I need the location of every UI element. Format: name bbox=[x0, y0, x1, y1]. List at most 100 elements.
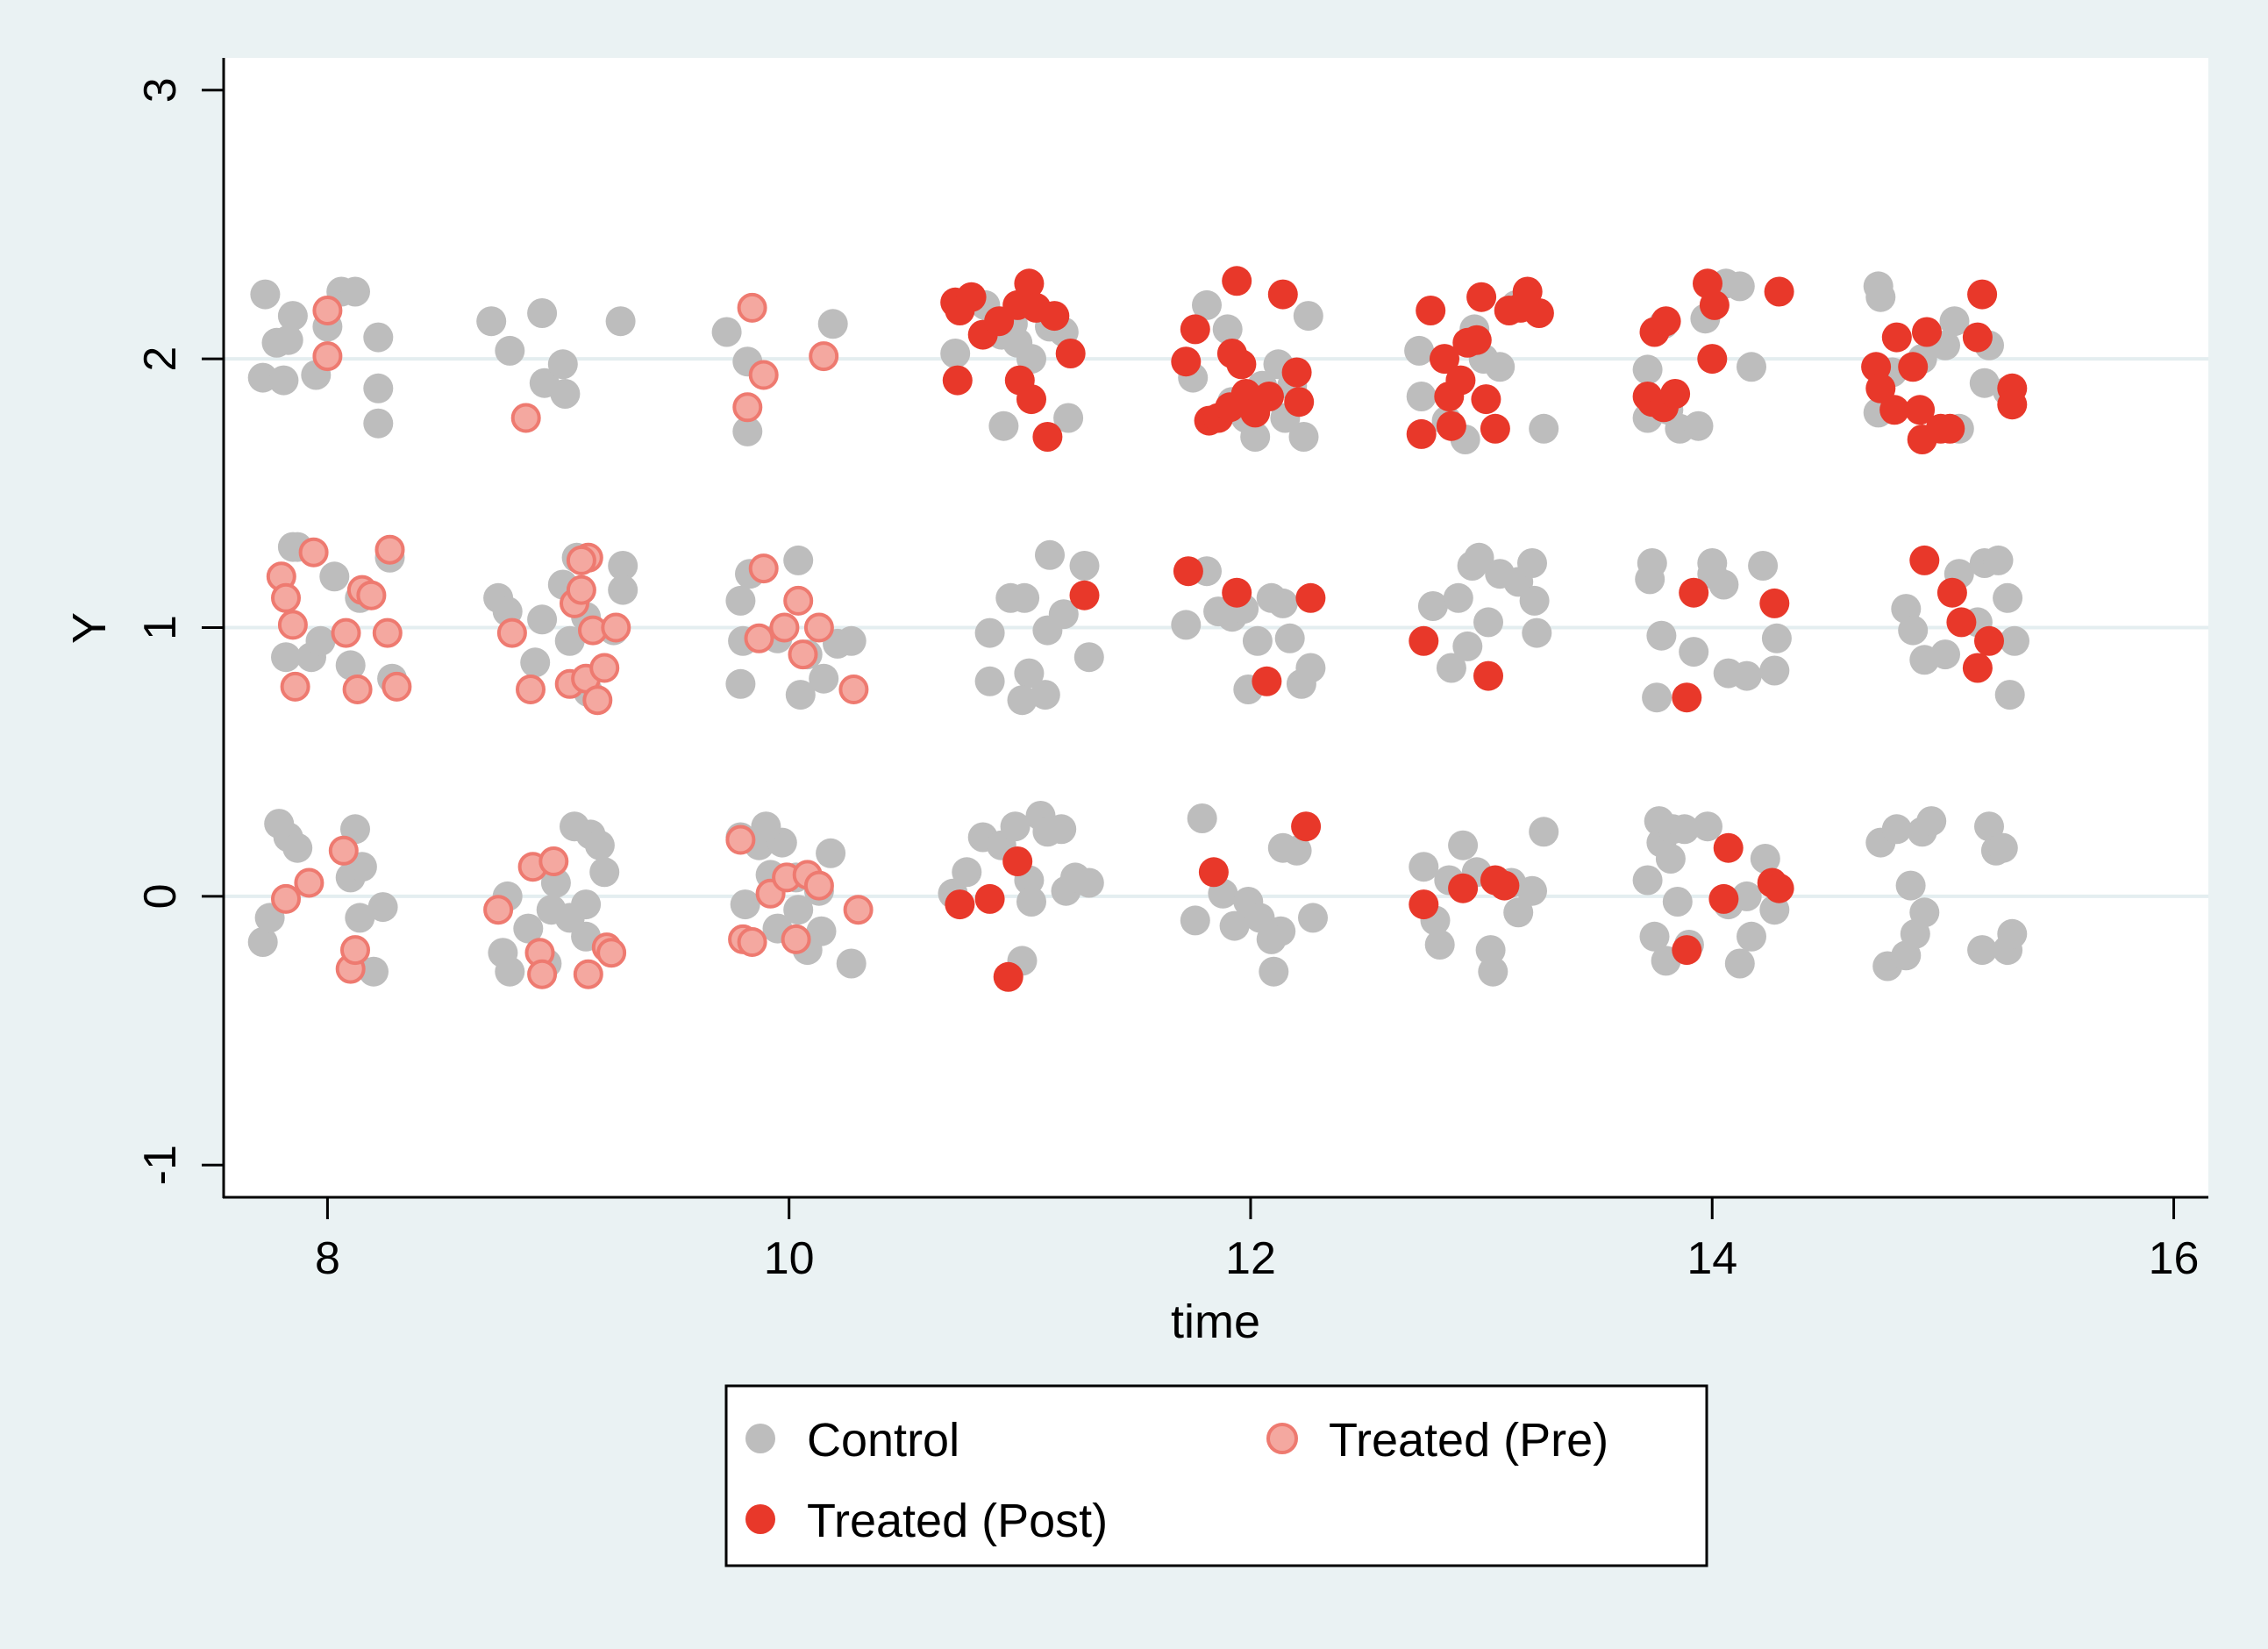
point-treated-pre bbox=[382, 671, 412, 702]
point-control bbox=[1406, 382, 1437, 411]
point-control bbox=[1073, 642, 1104, 673]
point-control bbox=[1436, 653, 1466, 683]
y-tick-label: 3 bbox=[135, 77, 186, 103]
point-treated-pre bbox=[340, 935, 370, 966]
point-control bbox=[495, 956, 525, 987]
point-control bbox=[1731, 660, 1762, 691]
point-control bbox=[1987, 832, 2018, 863]
point-treated-pre bbox=[573, 959, 603, 989]
point-treated-post bbox=[1905, 395, 1936, 425]
point-treated-post bbox=[1912, 317, 1942, 347]
point-control bbox=[1259, 956, 1289, 987]
x-tick-label: 12 bbox=[1225, 1233, 1276, 1284]
point-treated-pre bbox=[483, 895, 514, 925]
point-control bbox=[1053, 403, 1084, 433]
legend-label-treated-post: Treated (Post) bbox=[807, 1495, 1108, 1547]
y-tick-label: 2 bbox=[135, 346, 186, 372]
point-control bbox=[340, 276, 370, 307]
point-control bbox=[836, 625, 867, 656]
point-treated-pre bbox=[838, 675, 869, 704]
point-control bbox=[1909, 897, 1940, 928]
point-treated-post bbox=[1014, 268, 1045, 299]
point-control bbox=[1895, 870, 1926, 901]
point-treated-pre bbox=[277, 610, 308, 640]
point-treated-post bbox=[1672, 682, 1702, 713]
point-treated-post bbox=[1480, 413, 1510, 444]
point-treated-post bbox=[1430, 344, 1459, 375]
point-treated-post bbox=[1173, 556, 1203, 587]
point-treated-post bbox=[1936, 577, 1967, 608]
point-treated-post bbox=[1171, 346, 1202, 377]
point-treated-post bbox=[1879, 395, 1910, 425]
x-axis-label: time bbox=[1171, 1296, 1260, 1348]
point-control bbox=[335, 650, 366, 681]
point-treated-post bbox=[1055, 339, 1086, 368]
point-treated-pre bbox=[748, 360, 779, 390]
point-control bbox=[1448, 830, 1479, 860]
point-control bbox=[1759, 655, 1790, 686]
point-treated-post bbox=[1708, 883, 1739, 914]
point-control bbox=[1737, 352, 1766, 382]
point-control bbox=[363, 408, 394, 439]
point-control bbox=[273, 325, 303, 355]
point-control bbox=[988, 410, 1019, 441]
point-treated-post bbox=[1222, 266, 1252, 296]
point-control bbox=[836, 948, 867, 979]
point-control bbox=[1639, 921, 1670, 952]
point-control bbox=[1009, 582, 1040, 613]
point-treated-post bbox=[1466, 282, 1497, 312]
point-treated-post bbox=[1416, 296, 1446, 325]
point-control bbox=[1632, 865, 1663, 896]
point-treated-post bbox=[1679, 577, 1709, 608]
point-control bbox=[1046, 814, 1077, 845]
point-treated-pre bbox=[342, 675, 373, 704]
point-treated-pre bbox=[496, 617, 527, 648]
point-control bbox=[1642, 682, 1672, 713]
point-treated-pre bbox=[596, 938, 627, 968]
point-treated-post bbox=[1898, 352, 1929, 382]
point-treated-post bbox=[1461, 325, 1492, 355]
point-control bbox=[250, 279, 281, 310]
point-control bbox=[527, 298, 558, 328]
point-control bbox=[1939, 306, 1970, 337]
point-control bbox=[608, 551, 638, 581]
point-control bbox=[1697, 559, 1728, 589]
point-treated-pre bbox=[809, 341, 839, 372]
point-treated-post bbox=[1222, 577, 1252, 608]
point-control bbox=[527, 604, 558, 635]
point-treated-post bbox=[1909, 545, 1940, 575]
point-treated-post bbox=[1002, 846, 1033, 876]
y-tick-label: 1 bbox=[135, 615, 186, 640]
point-treated-pre bbox=[748, 553, 779, 584]
point-control bbox=[277, 301, 308, 332]
point-treated-post bbox=[1409, 625, 1439, 656]
point-control bbox=[783, 895, 814, 925]
point-treated-pre bbox=[601, 612, 631, 643]
point-treated-post bbox=[1473, 660, 1503, 691]
point-treated-pre bbox=[732, 392, 763, 423]
data-points bbox=[247, 266, 2029, 992]
point-treated-pre bbox=[372, 617, 403, 648]
point-control bbox=[305, 625, 336, 656]
point-control bbox=[783, 545, 814, 575]
point-treated-pre bbox=[737, 292, 767, 323]
legend-marker-control bbox=[745, 1424, 775, 1453]
point-control bbox=[536, 895, 567, 925]
point-treated-post bbox=[1962, 653, 1993, 683]
point-control bbox=[1881, 814, 1912, 845]
point-treated-pre bbox=[356, 580, 387, 610]
x-tick-label: 16 bbox=[2149, 1233, 2200, 1284]
point-treated-post bbox=[1295, 582, 1326, 613]
point-control bbox=[1994, 680, 2025, 710]
point-control bbox=[940, 339, 971, 368]
point-control bbox=[513, 913, 544, 944]
point-control bbox=[608, 575, 638, 605]
point-control bbox=[725, 585, 756, 616]
point-control bbox=[730, 889, 760, 920]
point-treated-pre bbox=[294, 867, 325, 898]
y-axis-ticks: -1 0 1 2 3 bbox=[135, 77, 224, 1185]
point-control bbox=[1898, 615, 1929, 646]
point-treated-post bbox=[1489, 870, 1520, 901]
point-control bbox=[1632, 354, 1663, 385]
